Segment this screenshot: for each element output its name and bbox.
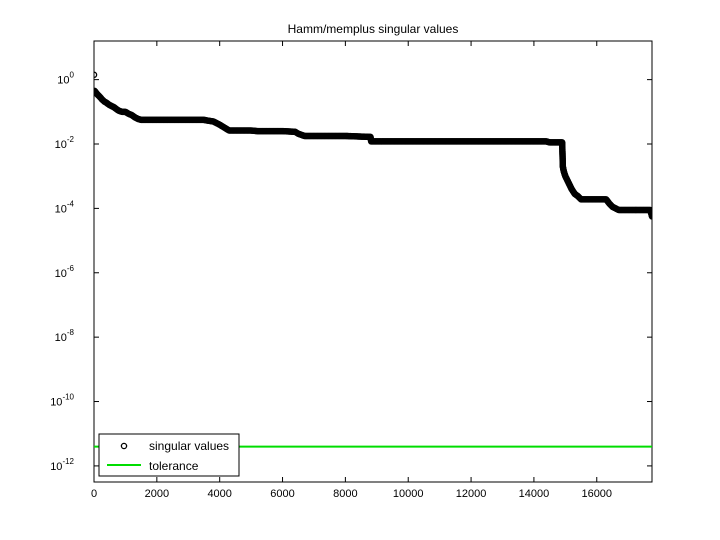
chart-title: Hamm/memplus singular values [288, 22, 459, 36]
singular-value-point [648, 213, 652, 220]
x-tick-label: 4000 [207, 488, 231, 500]
x-tick-label: 0 [91, 488, 97, 500]
x-tick-label: 2000 [145, 488, 169, 500]
legend-box [98, 433, 240, 477]
y-tick-label: 100 [57, 71, 74, 87]
y-tick-label: 10-2 [55, 135, 75, 151]
legend-label-singular-values: singular values [149, 439, 229, 453]
singular-value-point [94, 71, 98, 79]
y-tick-label: 10-8 [55, 328, 75, 344]
legend-marker-singular-values [120, 442, 128, 450]
y-tick-label: 10-6 [55, 264, 75, 280]
legend-label-tolerance: tolerance [149, 459, 199, 473]
x-tick-label: 8000 [333, 488, 357, 500]
x-tick-label: 6000 [270, 488, 294, 500]
plot-frame [93, 40, 653, 483]
x-tick-label: 14000 [519, 488, 550, 500]
x-tick-label: 16000 [581, 488, 612, 500]
x-tick-label: 10000 [393, 488, 424, 500]
singular-values-series [94, 71, 652, 220]
y-tick-label: 10-10 [50, 393, 74, 409]
x-tick-label: 12000 [456, 488, 487, 500]
y-tick-label: 10-12 [50, 457, 74, 473]
y-tick-label: 10-4 [55, 199, 75, 215]
